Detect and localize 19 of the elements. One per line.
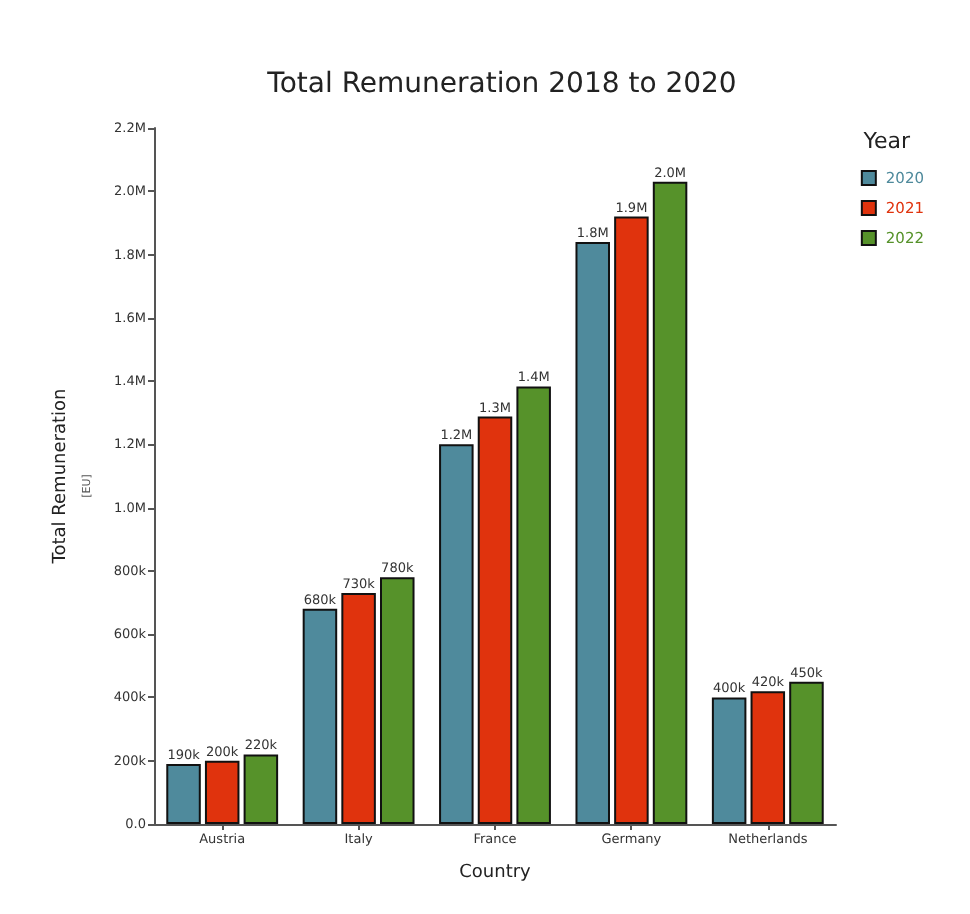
bar [243,754,279,824]
bar [380,577,415,824]
bar [166,763,201,824]
bar [516,386,551,824]
x-axis-title: Country [459,863,533,883]
legend-title: Year [861,128,911,154]
bar [614,216,649,824]
bar [477,416,513,824]
bar [711,697,747,824]
bar [750,691,786,824]
chart-title: Total Remuneration 2018 to 2020 [265,68,737,100]
bar [575,241,610,824]
bar [204,760,240,824]
y-axis-title: Total Remuneration [51,388,71,566]
bar [652,181,688,824]
bar [439,444,474,824]
bar [302,608,338,824]
bar [341,593,376,824]
bar [789,681,824,824]
